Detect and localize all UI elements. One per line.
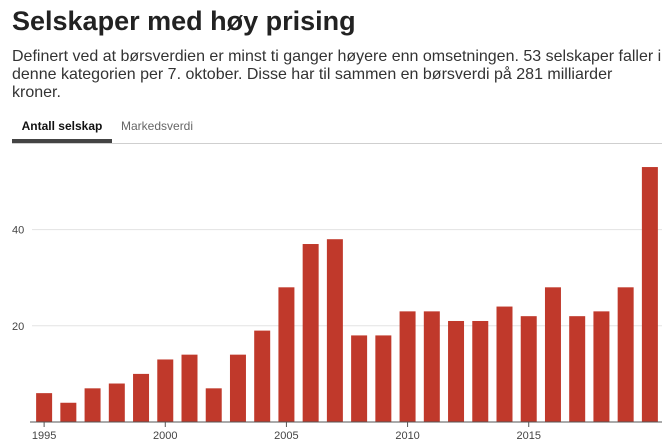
bar[interactable] xyxy=(351,335,368,422)
x-tick-label: 1995 xyxy=(32,430,56,442)
bar[interactable] xyxy=(108,383,125,422)
y-tick-label: 40 xyxy=(12,225,24,237)
bar[interactable] xyxy=(617,287,634,422)
chart-tabs: Antall selskap Markedsverdi xyxy=(12,113,662,144)
bar[interactable] xyxy=(254,330,271,422)
bar[interactable] xyxy=(133,373,150,422)
bar[interactable] xyxy=(496,306,513,422)
bar[interactable] xyxy=(60,402,77,422)
bar[interactable] xyxy=(302,244,319,422)
bar[interactable] xyxy=(326,239,343,422)
page-title: Selskaper med høy prising xyxy=(12,6,356,36)
page-subtitle: Definert ved at børsverdien er minst ti … xyxy=(12,48,662,101)
bar[interactable] xyxy=(157,359,174,422)
bar[interactable] xyxy=(423,311,440,422)
bar[interactable] xyxy=(569,316,586,422)
bar[interactable] xyxy=(399,311,416,422)
x-tick-label: 2010 xyxy=(395,430,419,442)
x-tick-label: 2000 xyxy=(153,430,177,442)
x-tick-label: 2005 xyxy=(274,430,298,442)
bar[interactable] xyxy=(205,388,222,422)
x-tick-label: 2015 xyxy=(516,430,540,442)
axes: 20 40 1995 2000 2005 2010 2015 xyxy=(12,225,662,442)
bar[interactable] xyxy=(36,393,53,422)
y-tick-label: 20 xyxy=(12,321,24,333)
bar[interactable] xyxy=(472,320,489,422)
tab-antall-selskap[interactable]: Antall selskap xyxy=(12,113,112,143)
bar[interactable] xyxy=(278,287,295,422)
bar[interactable] xyxy=(375,335,392,422)
tab-markedsverdi[interactable]: Markedsverdi xyxy=(121,119,194,133)
bar[interactable] xyxy=(520,316,537,422)
grid-lines xyxy=(32,229,662,327)
bar[interactable] xyxy=(544,287,561,422)
bar[interactable] xyxy=(229,354,246,422)
bar[interactable] xyxy=(181,354,198,422)
bar-chart: 20 40 1995 2000 2005 2010 2015 xyxy=(12,167,662,442)
bar[interactable] xyxy=(448,320,465,422)
bar[interactable] xyxy=(641,167,658,422)
bars xyxy=(36,167,658,422)
bar[interactable] xyxy=(593,311,610,422)
bar[interactable] xyxy=(84,388,101,422)
